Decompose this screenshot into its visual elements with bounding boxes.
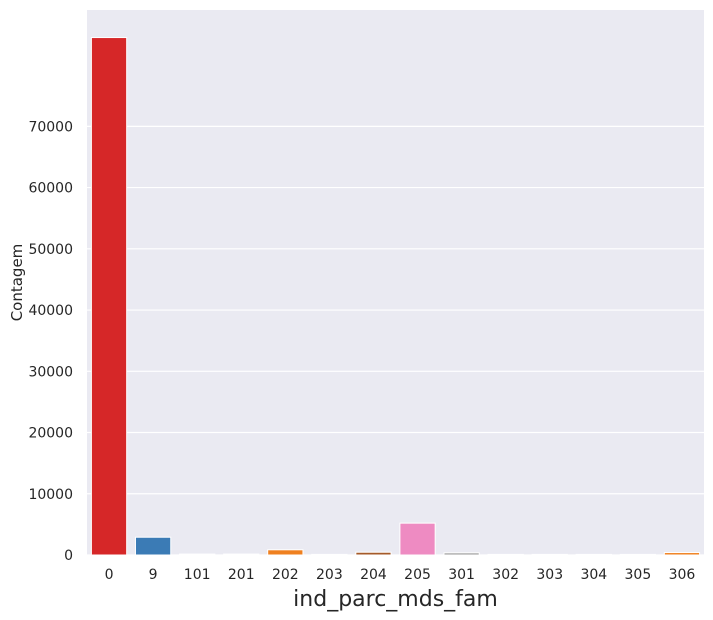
bar-0 [90,37,128,556]
x-tick-label: 203 [316,567,343,583]
x-tick-label: 205 [404,567,431,583]
bar-204 [355,551,392,556]
bar-304 [575,553,612,556]
x-tick-label: 101 [184,567,211,583]
plot-area [87,10,704,555]
x-tick-label: 202 [272,567,299,583]
bars [90,37,701,556]
x-axis-title: ind_parc_mds_fam [293,587,498,612]
x-tick-label: 306 [669,567,696,583]
y-tick-labels: 0 10000 20000 30000 40000 50000 60000 70000 [28,119,73,564]
x-tick-label: 304 [580,567,607,583]
bar-303 [531,553,568,556]
x-tick-label: 301 [448,567,475,583]
bar-201 [223,553,260,556]
x-tick-label: 303 [536,567,563,583]
bar-305 [619,553,657,556]
bar-203 [311,553,348,556]
x-tick-label: 204 [360,567,387,583]
bar-9 [134,536,172,556]
x-tick-labels: 0 9 101 201 202 203 204 205 301 302 303 304 305 306 [105,567,696,583]
bar-101 [179,553,216,556]
gridlines [87,125,704,556]
y-tick-label: 30000 [28,364,73,380]
bar-301 [443,552,480,556]
bar-205 [399,522,436,556]
y-tick-label: 0 [64,548,73,564]
y-tick-label: 10000 [28,487,73,503]
bar-302 [487,553,524,556]
y-tick-label: 70000 [28,119,73,135]
y-tick-label: 20000 [28,426,73,442]
y-tick-label: 60000 [28,181,73,197]
y-axis-title: Contagem [8,244,26,322]
y-tick-label: 40000 [28,303,73,319]
y-tick-label: 50000 [28,242,73,258]
x-tick-label: 201 [228,567,255,583]
bar-306 [663,552,701,556]
x-tick-label: 9 [149,567,158,583]
x-tick-label: 0 [105,567,114,583]
x-tick-label: 302 [492,567,519,583]
bar-202 [267,549,304,556]
x-tick-label: 305 [625,567,652,583]
